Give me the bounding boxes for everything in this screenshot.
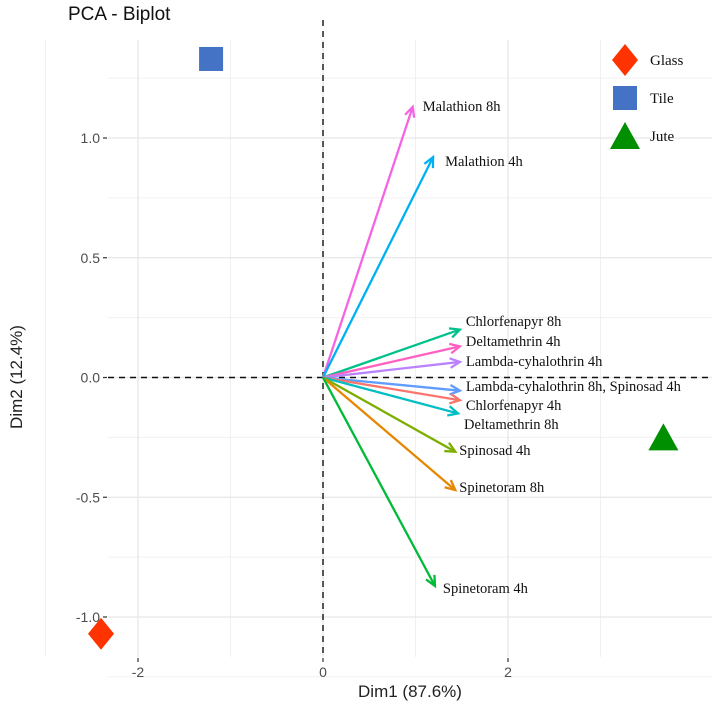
x-axis-label: Dim1 (87.6%): [358, 682, 462, 701]
chart-title: PCA - Biplot: [68, 4, 171, 25]
x-tick-label: 0: [319, 664, 327, 680]
arrow-label: Lambda-cyhalothrin 4h: [466, 354, 603, 370]
arrow-head: [404, 104, 416, 118]
arrow-line: [322, 360, 461, 379]
arrow-head: [448, 342, 463, 355]
arrow-label: Chlorfenapyr 8h: [466, 314, 562, 330]
legend-marker-glass: [612, 44, 638, 76]
y-tick-label: 0.5: [81, 250, 101, 266]
arrow-head: [449, 357, 463, 369]
arrows: Malathion 8h Malathion 4h Chlorfenapyr 8h D…: [321, 99, 682, 597]
point-glass: [88, 617, 114, 650]
arrow-label: Spinetoram 8h: [459, 480, 545, 496]
legend-label: Tile: [650, 91, 674, 107]
y-tick-label: 1.0: [81, 130, 101, 146]
legend-label: Glass: [650, 53, 683, 69]
arrow-head: [447, 405, 461, 417]
arrow-label: Deltamethrin 8h: [464, 417, 559, 433]
arrow-label: Malathion 4h: [445, 154, 523, 170]
arrow-head: [448, 327, 463, 339]
arrow-head: [444, 442, 458, 454]
arrow-line: [322, 328, 461, 379]
arrow-label: Lambda-cyhalothrin 8h, Spinosad 4h: [466, 379, 682, 395]
arrow-line: [322, 376, 457, 491]
arrow-label: Deltamethrin 4h: [466, 334, 561, 350]
arrow-head: [444, 479, 458, 492]
legend-marker-tile: [613, 86, 637, 110]
arrow-head: [423, 154, 435, 169]
point-jute: [648, 423, 679, 451]
arrow-line: [322, 345, 461, 379]
x-tick-label: 2: [504, 664, 512, 680]
arrow-line: [321, 106, 414, 378]
y-tick-label: 0.0: [81, 370, 101, 386]
arrow-line: [322, 376, 461, 402]
arrow-line: [322, 376, 459, 415]
y-tick-label: -0.5: [76, 489, 100, 505]
y-axis-label: Dim2 (12.4%): [7, 325, 26, 429]
arrow-label: Spinetoram 4h: [443, 581, 529, 597]
x-tick-label: -2: [132, 664, 145, 680]
arrow-line: [322, 376, 456, 453]
arrow-label: Spinosad 4h: [459, 443, 531, 459]
point-tile: [199, 46, 224, 71]
legend-marker-jute: [610, 122, 640, 149]
arrow-line: [321, 156, 435, 379]
y-tick-label: -1.0: [76, 609, 100, 625]
points: [88, 46, 679, 650]
axes: -1.0 -0.5 0.0 0.5 1.0 -2 0 2: [76, 20, 712, 680]
legend: Glass Tile Jute: [610, 44, 683, 149]
arrow-head: [425, 574, 437, 589]
arrow-label: Chlorfenapyr 4h: [466, 398, 562, 414]
arrow-head: [449, 383, 463, 396]
legend-label: Jute: [650, 129, 675, 145]
arrow-label: Malathion 8h: [423, 99, 501, 115]
arrow-head: [449, 392, 463, 405]
arrow-line: [322, 376, 461, 392]
arrow-line: [321, 376, 436, 587]
